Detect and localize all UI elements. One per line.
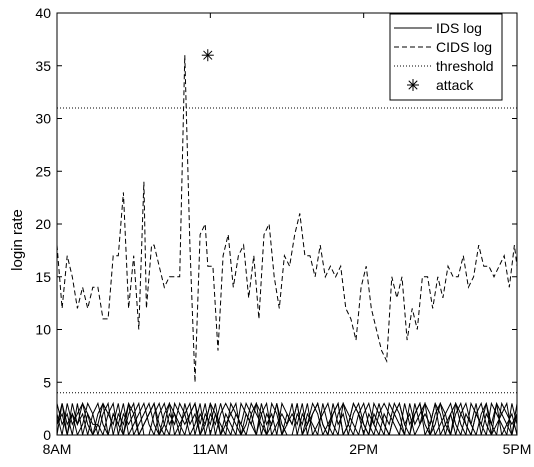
- legend-box: [389, 13, 503, 101]
- attack-marker: [201, 49, 214, 62]
- y-tick-label: 15: [35, 269, 51, 285]
- asterisk-stroke: [203, 50, 213, 60]
- series-line-cids-log: [57, 55, 517, 383]
- legend-swatch-attack: [407, 79, 419, 91]
- y-axis-label: login rate: [9, 209, 26, 271]
- y-tick-label: 35: [35, 58, 51, 74]
- x-tick-label: 5PM: [503, 441, 532, 457]
- legend-label-attack: attack: [436, 77, 474, 93]
- series-line-ids-log-5: [57, 401, 517, 435]
- y-tick-label: 40: [35, 5, 51, 21]
- x-tick-label: 11AM: [193, 441, 229, 457]
- legend-label-ids-log: IDS log: [436, 20, 482, 36]
- y-tick-label: 30: [35, 111, 51, 127]
- legend-label-threshold: threshold: [436, 58, 494, 74]
- x-tick-label: 8AM: [43, 441, 72, 457]
- y-tick-label: 5: [43, 374, 51, 390]
- y-tick-label: 0: [43, 427, 51, 443]
- y-tick-label: 20: [35, 216, 51, 232]
- y-tick-label: 10: [35, 322, 51, 338]
- y-tick-label: 25: [35, 163, 51, 179]
- x-tick-label: 2PM: [349, 441, 378, 457]
- legend-label-cids-log: CIDS log: [436, 39, 492, 55]
- asterisk-stroke: [408, 80, 418, 90]
